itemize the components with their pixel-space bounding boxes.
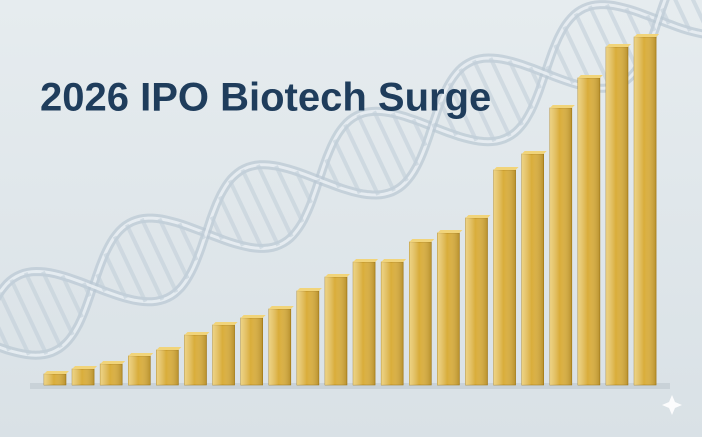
- bar-top: [381, 259, 407, 262]
- bar-shine: [44, 374, 66, 385]
- helix-rung: [356, 114, 396, 192]
- helix-rung: [95, 273, 107, 293]
- bar-shine: [465, 218, 488, 385]
- helix-rung: [217, 195, 245, 247]
- dna-helix: [0, 0, 702, 360]
- helix-rung: [177, 222, 199, 261]
- helix-rung: [60, 274, 84, 319]
- helix-rung: [690, 0, 702, 24]
- helix-rung: [472, 59, 512, 138]
- helix-rung: [112, 235, 148, 303]
- helix-rung: [139, 217, 179, 293]
- helix-rung: [605, 3, 639, 70]
- helix-rung: [324, 158, 342, 189]
- helix-rung: [9, 278, 49, 355]
- helix-rung: [274, 165, 305, 223]
- helix-rung: [431, 122, 437, 129]
- helix-rung: [545, 65, 554, 77]
- bar-shine: [493, 170, 516, 385]
- helix-rung: [240, 168, 281, 247]
- helix-rung: [553, 44, 575, 85]
- bar-top: [156, 347, 182, 350]
- bar-shine: [353, 262, 376, 385]
- bar-shine: [381, 262, 404, 385]
- bar-shine: [325, 277, 347, 385]
- helix-rung: [228, 179, 264, 250]
- bar-top: [577, 75, 603, 78]
- helix-rung: [372, 110, 409, 182]
- chart-title: 2026 IPO Biotech Surge: [40, 76, 491, 120]
- bar-shine: [268, 309, 291, 385]
- helix-rung: [660, 7, 671, 25]
- bar-shine: [240, 318, 263, 385]
- bar-top: [268, 306, 294, 309]
- bar-shine: [606, 47, 628, 385]
- bars: [43, 34, 660, 386]
- bar-shine: [296, 291, 319, 385]
- helix-rung: [315, 178, 321, 183]
- helix-rung: [41, 270, 75, 336]
- bar-top: [212, 322, 238, 325]
- bar-top: [521, 151, 547, 154]
- bar-top: [409, 239, 435, 242]
- helix-rung: [507, 59, 534, 110]
- bar-top: [353, 259, 379, 262]
- bar-top: [325, 274, 350, 277]
- helix-rung: [256, 164, 294, 238]
- helix-rung: [0, 291, 31, 356]
- bar-top: [437, 230, 463, 233]
- bar-shine: [521, 154, 544, 385]
- helix-rung: [438, 101, 459, 137]
- helix-rung: [198, 230, 207, 240]
- bar-shine: [156, 350, 179, 385]
- helix-rung: [103, 252, 128, 300]
- helix-rung: [458, 68, 497, 143]
- bar-shine: [72, 369, 95, 385]
- bar-shine: [184, 335, 207, 385]
- helix-rung: [23, 271, 63, 349]
- helix-rung: [0, 326, 12, 352]
- bar-top: [465, 215, 491, 218]
- helix-rung: [157, 217, 190, 280]
- bar-shine: [128, 356, 151, 385]
- helix-rung: [81, 282, 92, 298]
- bar-top: [100, 361, 126, 364]
- helix-rung: [528, 66, 542, 90]
- helix-rung: [488, 57, 524, 126]
- bar-top: [549, 105, 575, 108]
- bar-top: [44, 371, 69, 374]
- bar-shine: [437, 233, 460, 385]
- floor-shadow: [30, 383, 670, 389]
- sparkle-icon: [662, 395, 682, 415]
- bar-shine: [100, 364, 123, 385]
- bar-shine: [549, 108, 572, 385]
- helix-rung: [209, 215, 225, 241]
- bar-top: [606, 44, 631, 47]
- helix-rung: [390, 112, 420, 167]
- bar-top: [634, 34, 660, 37]
- bar-top: [240, 315, 266, 318]
- helix-rung: [343, 123, 380, 196]
- helix-rung: [411, 118, 428, 147]
- helix-rung: [573, 12, 613, 89]
- helix-rung: [332, 139, 362, 195]
- bar-top: [493, 167, 519, 170]
- helix-rung: [673, 0, 692, 32]
- bar-shine: [409, 242, 432, 385]
- bar-shine: [634, 37, 657, 385]
- helix-rung: [447, 82, 479, 142]
- helix-rung: [294, 170, 313, 204]
- bar-top: [296, 288, 322, 291]
- bar-shine: [212, 325, 235, 385]
- bar-top: [128, 353, 154, 356]
- bar-top: [72, 366, 98, 369]
- helix-rung: [645, 14, 657, 32]
- bar-shine: [577, 78, 600, 385]
- bar-top: [184, 332, 210, 335]
- helix-rung: [125, 223, 165, 301]
